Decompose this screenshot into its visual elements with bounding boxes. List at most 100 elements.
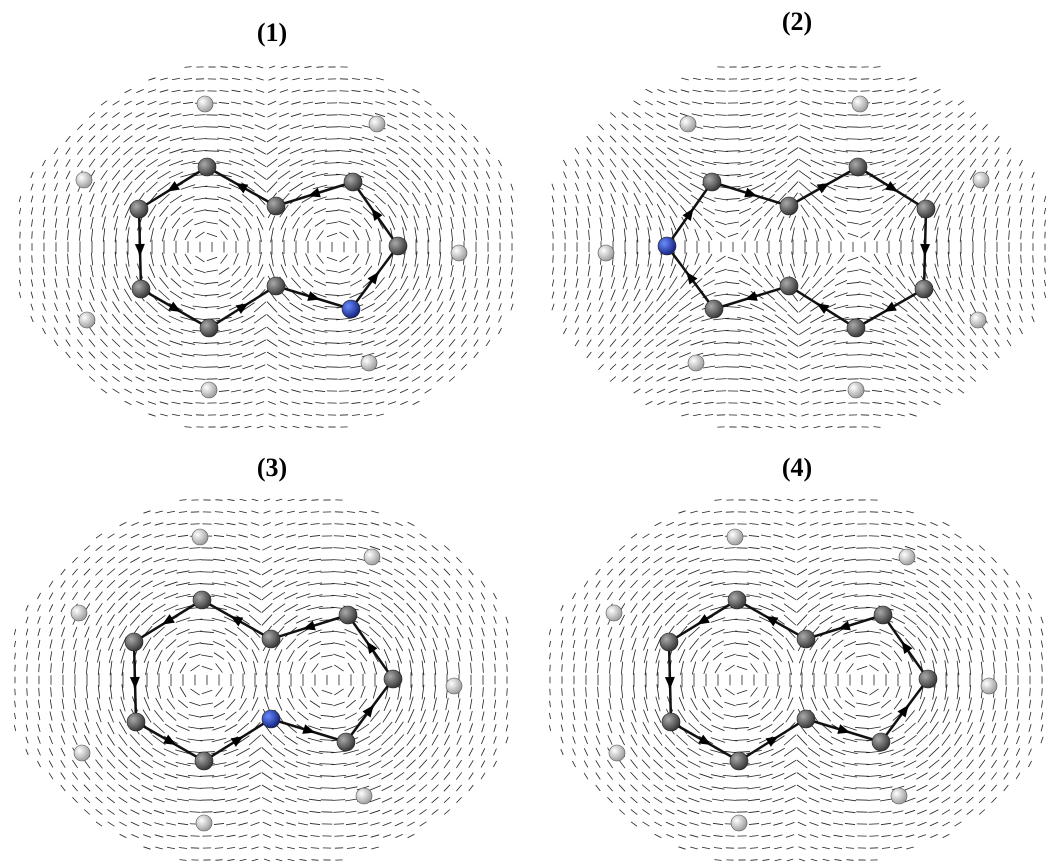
field-dash — [658, 216, 663, 231]
field-dash — [624, 228, 626, 241]
field-dash — [384, 649, 390, 663]
field-dash — [788, 136, 798, 142]
field-dash — [958, 389, 964, 393]
field-dash — [643, 637, 648, 650]
field-dash — [487, 195, 490, 204]
field-dash — [296, 582, 309, 586]
field-dash — [552, 304, 554, 310]
field-dash — [339, 232, 348, 238]
field-dash — [742, 254, 749, 263]
field-dash — [237, 558, 248, 562]
field-dash — [884, 206, 894, 215]
field-dash — [169, 341, 182, 345]
field-dash — [894, 511, 902, 512]
field-dash — [263, 522, 271, 525]
field-dash — [141, 773, 152, 780]
field-dash — [610, 112, 616, 117]
field-dash — [995, 327, 999, 334]
field-dash — [148, 414, 155, 416]
field-dash — [425, 289, 431, 301]
field-dash — [995, 194, 998, 203]
field-dash — [775, 171, 787, 180]
field-dash — [677, 569, 688, 575]
field-dash — [645, 364, 654, 370]
field-dash — [338, 282, 351, 285]
field-dash — [871, 138, 884, 140]
field-dash — [456, 592, 461, 600]
field-dash — [43, 303, 46, 310]
field-dash — [299, 651, 307, 661]
field-dash — [286, 535, 295, 538]
field-dash — [776, 377, 786, 381]
field-dash — [146, 315, 158, 324]
field-dash — [788, 314, 799, 323]
field-dash — [584, 593, 588, 600]
field-dash — [679, 148, 691, 154]
field-dash — [891, 774, 904, 778]
field-dash — [358, 547, 369, 550]
field-dash — [382, 785, 393, 791]
field-dash — [596, 581, 601, 588]
field-dash — [572, 593, 575, 599]
field-dash — [917, 810, 926, 814]
field-dash — [131, 522, 138, 525]
field-dash — [945, 182, 952, 193]
field-dash — [38, 640, 40, 648]
field-dash — [735, 631, 749, 632]
field-dash — [218, 378, 229, 379]
field-dash — [394, 785, 404, 791]
field-dash — [676, 604, 688, 613]
field-dash — [1006, 687, 1007, 698]
field-dash — [308, 571, 321, 573]
field-dash — [958, 112, 964, 117]
field-dash — [162, 252, 166, 265]
field-dash — [642, 580, 650, 588]
field-dash — [970, 364, 976, 370]
field-dash — [118, 580, 127, 588]
field-dash — [461, 159, 466, 167]
field-dash — [220, 67, 227, 68]
hydrogen-atom — [727, 529, 743, 545]
field-dash — [669, 101, 678, 104]
field-dash — [119, 569, 128, 576]
field-dash — [290, 340, 303, 345]
field-dash — [968, 638, 972, 650]
field-dash — [607, 760, 612, 768]
field-dash — [812, 278, 822, 289]
field-dash — [654, 722, 661, 734]
field-dash — [837, 427, 844, 428]
field-dash — [690, 183, 704, 190]
field-dash — [859, 115, 870, 116]
field-dash — [634, 276, 639, 289]
field-dash — [778, 66, 784, 68]
field-dash — [821, 810, 831, 813]
field-dash — [738, 138, 751, 140]
field-dash — [622, 289, 627, 301]
field-dash — [378, 252, 382, 265]
field-dash — [364, 266, 372, 276]
field-dash — [396, 697, 401, 712]
field-dash — [860, 256, 869, 262]
field-dash — [237, 773, 250, 778]
field-dash — [273, 592, 285, 599]
field-dash — [713, 523, 722, 524]
field-dash — [689, 535, 698, 538]
field-dash — [100, 339, 107, 347]
field-dash — [263, 822, 271, 826]
field-dash — [644, 147, 653, 155]
field-dash — [856, 643, 869, 644]
carbon-atom — [389, 237, 407, 255]
field-dash — [596, 569, 601, 575]
field-dash — [788, 364, 798, 369]
field-dash — [315, 390, 325, 391]
field-dash — [298, 823, 308, 825]
field-dash — [334, 689, 343, 695]
field-dash — [66, 148, 71, 155]
field-dash — [381, 748, 393, 757]
field-dash — [904, 604, 917, 612]
field-dash — [942, 785, 951, 792]
field-dash — [250, 810, 260, 814]
field-dash — [26, 737, 28, 743]
field-dash — [883, 353, 895, 357]
field-dash — [714, 198, 728, 200]
